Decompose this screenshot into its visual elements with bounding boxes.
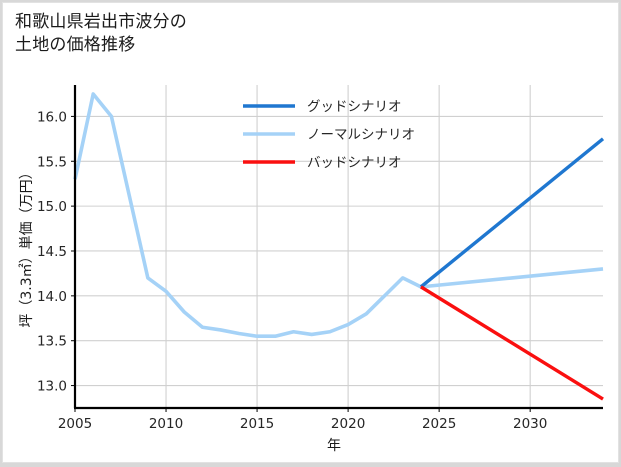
- page-title: 和歌山県岩出市波分の 土地の価格推移: [15, 12, 187, 55]
- y-tick-label: 14.0: [37, 289, 67, 305]
- series-line-good: [419, 137, 605, 289]
- x-tick-label: 2030: [513, 416, 547, 432]
- axis-titles: 年 坪（3.3㎡）単価（万円）: [19, 165, 341, 454]
- y-axis-tick-labels: 13.0 13.5 14.0 14.5 15.0 15.5 16.0: [37, 109, 75, 395]
- x-axis-title: 年: [327, 438, 341, 454]
- series-line-bad: [420, 285, 604, 401]
- y-tick-label: 16.0: [37, 109, 67, 125]
- y-tick-label: 15.5: [37, 154, 67, 170]
- legend-label: ノーマルシナリオ: [307, 127, 415, 143]
- x-tick-label: 2010: [149, 416, 183, 432]
- x-axis-tick-labels: 2005 2010 2015 2020 2025 2030: [58, 408, 547, 432]
- y-tick-label: 14.5: [37, 244, 67, 260]
- x-tick-label: 2025: [422, 416, 456, 432]
- legend-label: グッドシナリオ: [307, 99, 402, 115]
- y-tick-label: 13.5: [37, 334, 67, 350]
- y-tick-label: 15.0: [37, 199, 67, 215]
- axis-spines: [73, 85, 603, 410]
- x-tick-label: 2020: [331, 416, 365, 432]
- series-group: [73, 92, 605, 401]
- x-tick-label: 2015: [240, 416, 274, 432]
- legend-label: バッドシナリオ: [307, 155, 402, 171]
- x-tick-label: 2005: [58, 416, 92, 432]
- price-trend-line-chart: 2005 2010 2015 2020 2025 2030 13.0 13.5 14.0 14.…: [19, 85, 605, 454]
- series-line-normal: [73, 92, 604, 339]
- y-axis-title: 坪（3.3㎡）単価（万円）: [19, 165, 35, 327]
- y-tick-label: 13.0: [37, 379, 67, 395]
